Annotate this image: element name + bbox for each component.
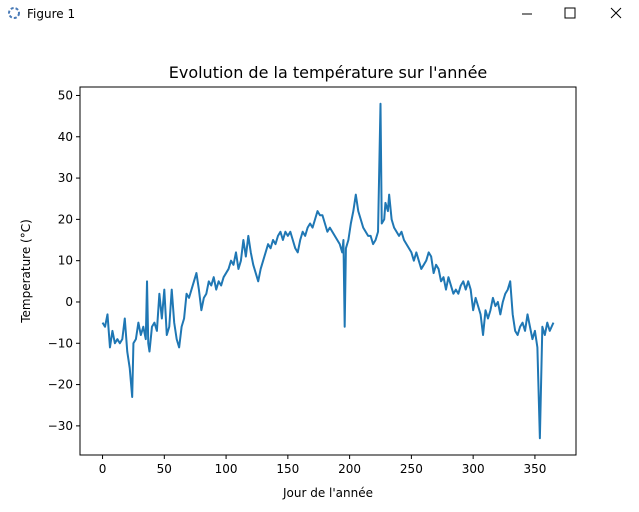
y-tick-label: 30 [58,171,73,185]
window-title: Figure 1 [27,7,75,21]
close-button[interactable] [610,7,622,19]
x-tick-label: 200 [338,462,361,476]
y-tick-label: 20 [58,212,73,226]
y-tick-label: 10 [58,254,73,268]
app-icon [8,7,20,19]
y-tick-label: −20 [48,378,73,392]
y-tick-label: 50 [58,88,73,102]
x-tick-label: 300 [462,462,485,476]
x-tick-label: 100 [215,462,238,476]
chart-title: Evolution de la température sur l'année [169,63,488,82]
x-tick-label: 50 [157,462,172,476]
y-tick-label: −10 [48,336,73,350]
axes-frame [79,86,577,456]
y-axis-label: Temperature (°C) [19,219,33,324]
x-tick-label: 150 [276,462,299,476]
x-tick-label: 350 [523,462,546,476]
x-tick-label: 0 [99,462,107,476]
x-tick-label: 250 [400,462,423,476]
y-tick-label: 0 [65,295,73,309]
x-axis-label: Jour de l'année [282,486,373,500]
data-line [101,102,555,440]
maximize-button[interactable] [564,7,576,19]
y-tick-label: −30 [48,419,73,433]
y-tick-label: 40 [58,130,73,144]
